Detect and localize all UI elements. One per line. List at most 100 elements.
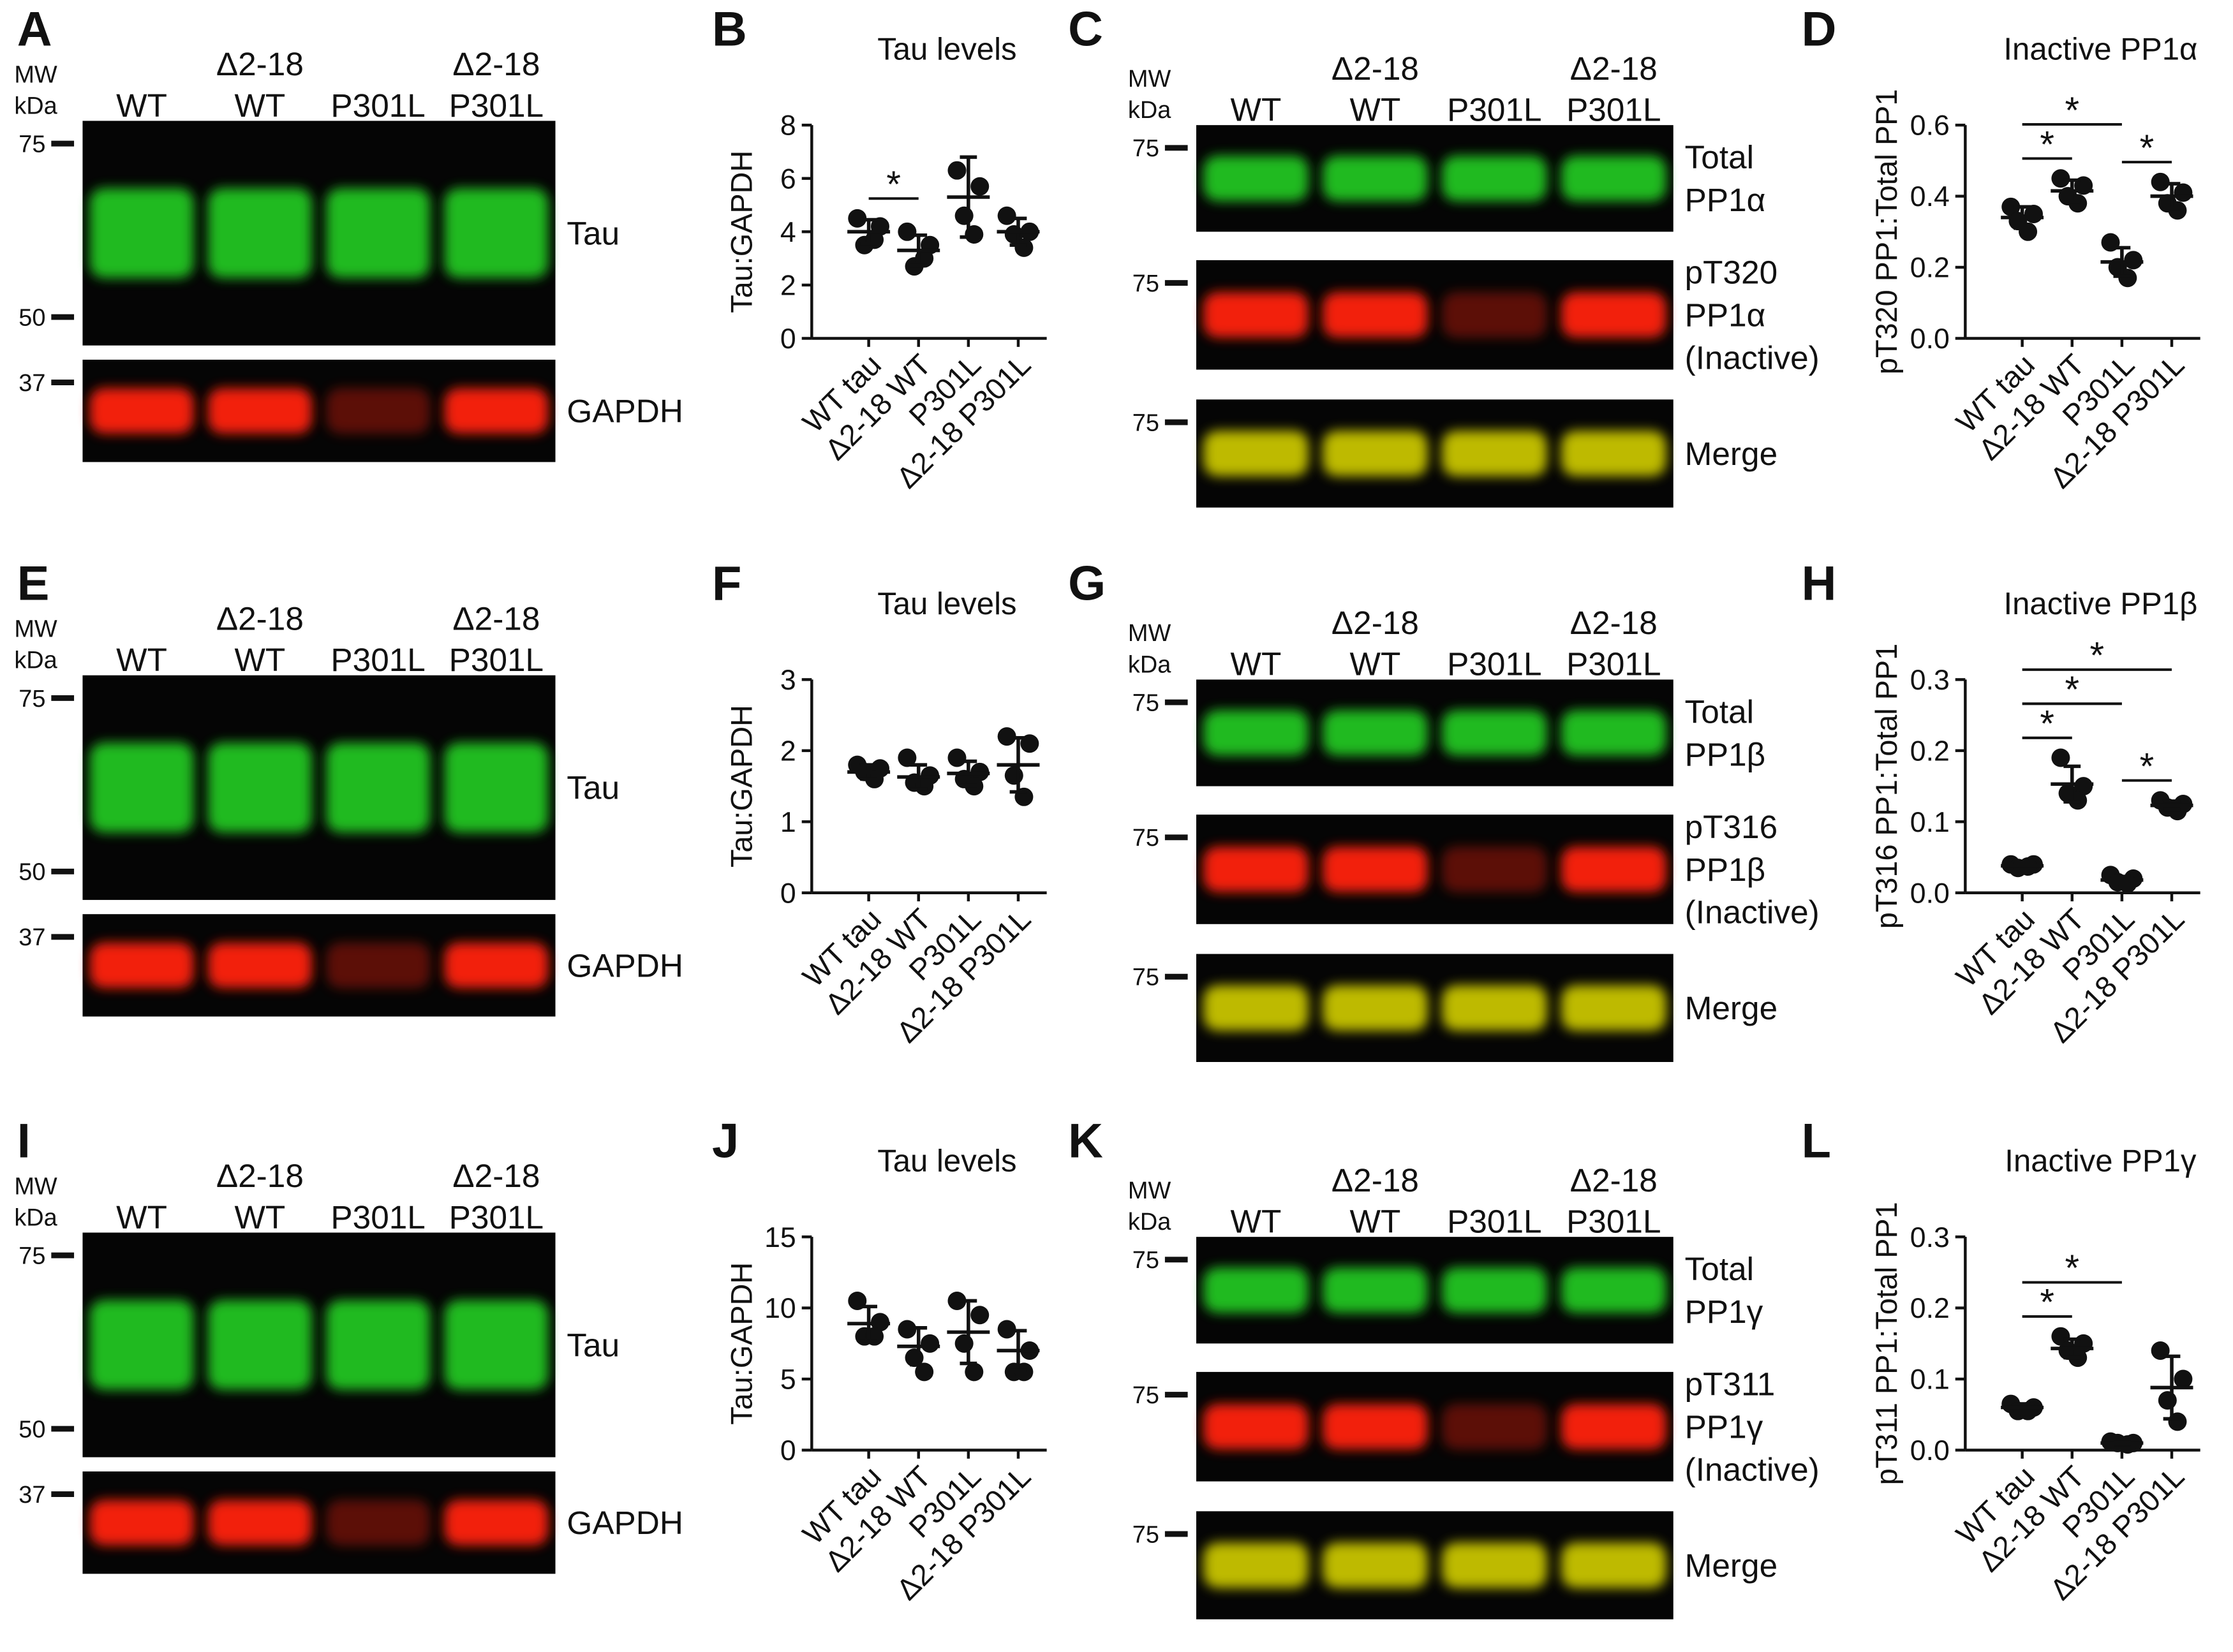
chart-title: Tau levels bbox=[877, 587, 1016, 621]
band bbox=[1561, 156, 1666, 202]
panel-label: E bbox=[17, 557, 50, 611]
row-label: PP1α bbox=[1685, 182, 1766, 218]
y-tick-label: 4 bbox=[780, 217, 796, 248]
y-tick-label: 0 bbox=[780, 323, 796, 355]
kda-label: kDa bbox=[1128, 651, 1171, 678]
panel-label: B bbox=[712, 2, 747, 56]
y-tick-label: 0.3 bbox=[1910, 1222, 1950, 1253]
y-tick-label: 0.0 bbox=[1910, 878, 1950, 909]
chart-title: Tau levels bbox=[877, 1144, 1016, 1179]
mw-label: MW bbox=[14, 1173, 57, 1200]
y-tick-label: 0.6 bbox=[1910, 110, 1950, 142]
y-tick-label: 0.0 bbox=[1910, 323, 1950, 355]
data-point bbox=[970, 1306, 990, 1325]
band bbox=[1561, 431, 1666, 476]
lane-label: P301L bbox=[1566, 91, 1661, 128]
significance-star: * bbox=[2040, 1283, 2054, 1324]
data-point bbox=[921, 1334, 940, 1353]
band bbox=[444, 942, 549, 989]
band bbox=[207, 1500, 312, 1545]
mw-marker: 75 bbox=[1132, 270, 1159, 297]
band bbox=[1203, 985, 1309, 1031]
band bbox=[326, 942, 431, 989]
band bbox=[1442, 431, 1547, 476]
band bbox=[1203, 431, 1309, 476]
lane-label: P301L bbox=[1447, 646, 1541, 682]
mw-marker: 50 bbox=[19, 304, 45, 331]
data-point bbox=[947, 161, 967, 180]
mw-marker: 50 bbox=[19, 859, 45, 886]
data-point bbox=[2158, 1390, 2177, 1410]
lane-prefix: Δ2-18 bbox=[1332, 50, 1419, 87]
lane-label: WT bbox=[1231, 1204, 1282, 1240]
band bbox=[1323, 846, 1428, 892]
lane-prefix: Δ2-18 bbox=[1332, 605, 1419, 641]
y-tick-label: 15 bbox=[764, 1222, 796, 1253]
y-tick-label: 10 bbox=[764, 1293, 796, 1324]
band bbox=[1442, 1267, 1547, 1313]
kda-label: kDa bbox=[14, 1204, 57, 1231]
lane-label: WT bbox=[1231, 646, 1282, 682]
row-label: PP1β bbox=[1685, 736, 1766, 772]
lane-prefix: Δ2-18 bbox=[216, 46, 304, 82]
mw-label: MW bbox=[1128, 66, 1171, 92]
lane-label: P301L bbox=[330, 1199, 425, 1235]
band bbox=[207, 742, 312, 833]
significance-star: * bbox=[2140, 746, 2155, 787]
y-axis-label: pT311 PP1:Total PP1 bbox=[1870, 1202, 1903, 1485]
band bbox=[1442, 985, 1547, 1031]
data-point bbox=[954, 206, 974, 225]
row-label: Tau bbox=[567, 770, 619, 806]
row-label: Tau bbox=[567, 1327, 619, 1363]
panel-label: C bbox=[1068, 2, 1103, 56]
data-point bbox=[898, 222, 917, 241]
y-tick-label: 0.4 bbox=[1910, 181, 1950, 212]
data-point bbox=[898, 1320, 917, 1339]
data-point bbox=[2051, 748, 2070, 767]
mw-label: MW bbox=[14, 61, 57, 88]
mw-marker: 75 bbox=[1132, 1521, 1159, 1548]
lane-prefix: Δ2-18 bbox=[216, 600, 304, 637]
band bbox=[1561, 985, 1666, 1031]
band bbox=[1323, 431, 1428, 476]
lane-label: WT bbox=[116, 87, 167, 124]
y-axis-label: pT320 PP1:Total PP1 bbox=[1870, 89, 1903, 374]
row-label: PP1α bbox=[1685, 297, 1766, 334]
data-point bbox=[2001, 197, 2021, 216]
y-tick-label: 3 bbox=[780, 665, 796, 696]
band bbox=[1442, 292, 1547, 338]
band bbox=[1203, 1267, 1309, 1313]
y-tick-label: 0.0 bbox=[1910, 1435, 1950, 1466]
lane-prefix: Δ2-18 bbox=[1332, 1162, 1419, 1198]
band bbox=[89, 942, 194, 989]
lane-label: WT bbox=[1350, 646, 1401, 682]
row-label: (Inactive) bbox=[1685, 1451, 1820, 1487]
row-label: PP1β bbox=[1685, 852, 1766, 888]
row-label: GAPDH bbox=[567, 1505, 683, 1541]
band bbox=[1561, 846, 1666, 892]
band bbox=[1442, 710, 1547, 756]
lane-label: WT bbox=[116, 1199, 167, 1235]
y-tick-label: 0.1 bbox=[1910, 1364, 1950, 1396]
band bbox=[207, 1300, 312, 1390]
mw-marker: 75 bbox=[1132, 964, 1159, 991]
lane-label: P301L bbox=[1447, 91, 1541, 128]
mw-marker: 37 bbox=[19, 924, 45, 951]
lane-prefix: Δ2-18 bbox=[452, 1158, 540, 1194]
mw-marker: 75 bbox=[1132, 1247, 1159, 1274]
row-label: pT320 bbox=[1685, 254, 1778, 291]
mw-marker: 75 bbox=[19, 1243, 45, 1270]
lane-label: P301L bbox=[1566, 1204, 1661, 1240]
significance-star: * bbox=[2065, 1248, 2079, 1289]
band bbox=[1323, 1267, 1428, 1313]
band bbox=[1561, 292, 1666, 338]
y-tick-label: 6 bbox=[780, 163, 796, 195]
mw-marker: 37 bbox=[19, 370, 45, 397]
row-label: PP1γ bbox=[1685, 1409, 1763, 1445]
band bbox=[1561, 1404, 1666, 1450]
band bbox=[326, 742, 431, 833]
kda-label: kDa bbox=[1128, 1209, 1171, 1235]
band bbox=[444, 1300, 549, 1390]
y-tick-label: 2 bbox=[780, 270, 796, 302]
band bbox=[1323, 156, 1428, 202]
